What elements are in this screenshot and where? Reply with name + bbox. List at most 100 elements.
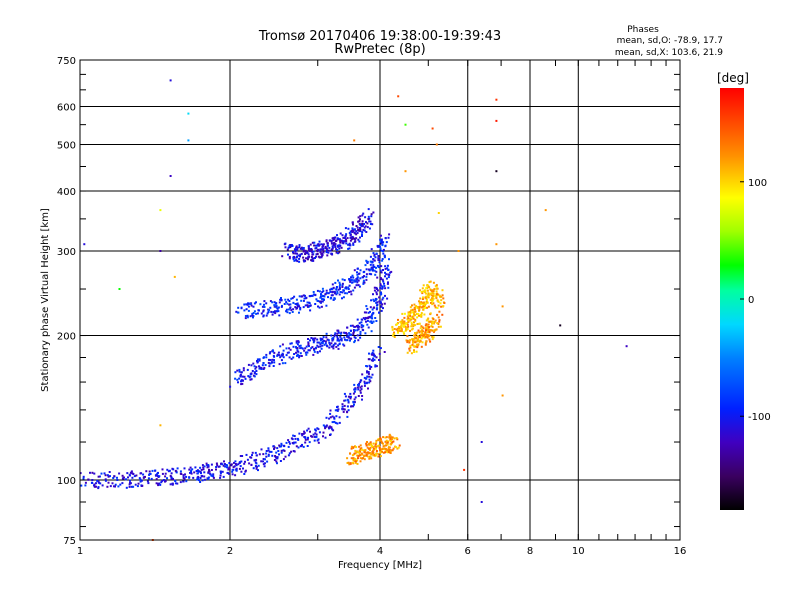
data-point (442, 305, 445, 308)
data-point (335, 239, 338, 242)
data-point (359, 454, 362, 457)
data-point (421, 287, 424, 290)
x-tick-label: 1 (77, 546, 83, 557)
data-point (366, 262, 369, 264)
data-point (139, 480, 142, 483)
data-point (378, 439, 381, 442)
data-point (246, 368, 249, 371)
data-point (302, 247, 305, 249)
data-point (432, 318, 435, 321)
data-point (431, 292, 434, 295)
data-point (312, 293, 315, 296)
data-point (292, 258, 295, 261)
data-point (420, 333, 423, 336)
data-point (331, 428, 334, 431)
data-point (298, 356, 301, 359)
data-point (420, 325, 423, 328)
data-point (355, 225, 358, 227)
data-point (245, 303, 248, 306)
data-point (322, 336, 325, 339)
data-point (126, 472, 129, 475)
data-point (301, 433, 304, 435)
data-point (287, 246, 290, 249)
data-point (328, 246, 331, 249)
data-point (273, 446, 276, 449)
data-point (440, 295, 443, 298)
data-point (246, 458, 249, 461)
data-point (306, 305, 309, 308)
data-point (391, 436, 394, 439)
data-point (155, 482, 158, 485)
data-point (97, 475, 100, 478)
data-point (179, 481, 182, 484)
data-point (363, 229, 366, 232)
data-point (183, 477, 186, 480)
data-point (319, 343, 322, 346)
data-point (321, 287, 324, 290)
data-point (429, 312, 432, 315)
data-point (420, 345, 423, 348)
data-point (294, 437, 297, 440)
data-point (95, 482, 97, 485)
data-point (104, 479, 107, 482)
data-point (251, 314, 254, 317)
data-point (122, 477, 125, 480)
data-point (325, 424, 328, 427)
data-point (278, 444, 281, 447)
data-point (388, 233, 391, 236)
data-point (418, 336, 421, 338)
data-point (288, 244, 291, 247)
data-point (290, 244, 293, 246)
data-point (244, 317, 247, 320)
data-point (415, 337, 417, 339)
data-point (219, 476, 222, 479)
data-point (298, 260, 301, 263)
data-point (377, 255, 380, 257)
data-point (342, 343, 345, 346)
data-point (400, 330, 403, 333)
data-point (480, 501, 483, 503)
data-point (239, 373, 242, 376)
data-point (296, 353, 299, 356)
data-point (358, 222, 361, 225)
data-point (413, 351, 416, 353)
data-point (330, 426, 333, 429)
data-point (329, 433, 332, 436)
data-point (357, 220, 360, 223)
data-point (219, 474, 222, 477)
data-point (227, 468, 230, 471)
data-point (121, 482, 124, 485)
data-point (206, 464, 209, 467)
data-point (430, 325, 433, 327)
data-point (356, 276, 359, 279)
data-point (337, 244, 339, 247)
data-point (373, 286, 376, 289)
data-point (371, 373, 374, 376)
data-point (161, 468, 164, 471)
data-point (292, 301, 295, 304)
data-point (183, 467, 186, 470)
data-point (188, 468, 191, 471)
data-point (292, 450, 295, 452)
data-point (128, 474, 131, 477)
data-point (368, 378, 371, 381)
data-point (325, 239, 328, 242)
y-tick-label: 500 (57, 141, 76, 152)
data-point (426, 333, 429, 336)
data-point (288, 255, 291, 258)
data-point (278, 354, 281, 357)
data-point (283, 449, 286, 452)
data-point (268, 309, 271, 312)
data-point (381, 258, 384, 260)
data-point (364, 449, 367, 452)
data-point (262, 458, 265, 460)
data-point (345, 242, 348, 245)
data-point (414, 341, 417, 344)
data-point (280, 299, 283, 301)
data-point (367, 311, 370, 314)
data-point (314, 436, 317, 439)
data-point (82, 475, 85, 478)
data-point (440, 305, 443, 308)
data-point (322, 243, 325, 246)
data-point (324, 436, 327, 439)
